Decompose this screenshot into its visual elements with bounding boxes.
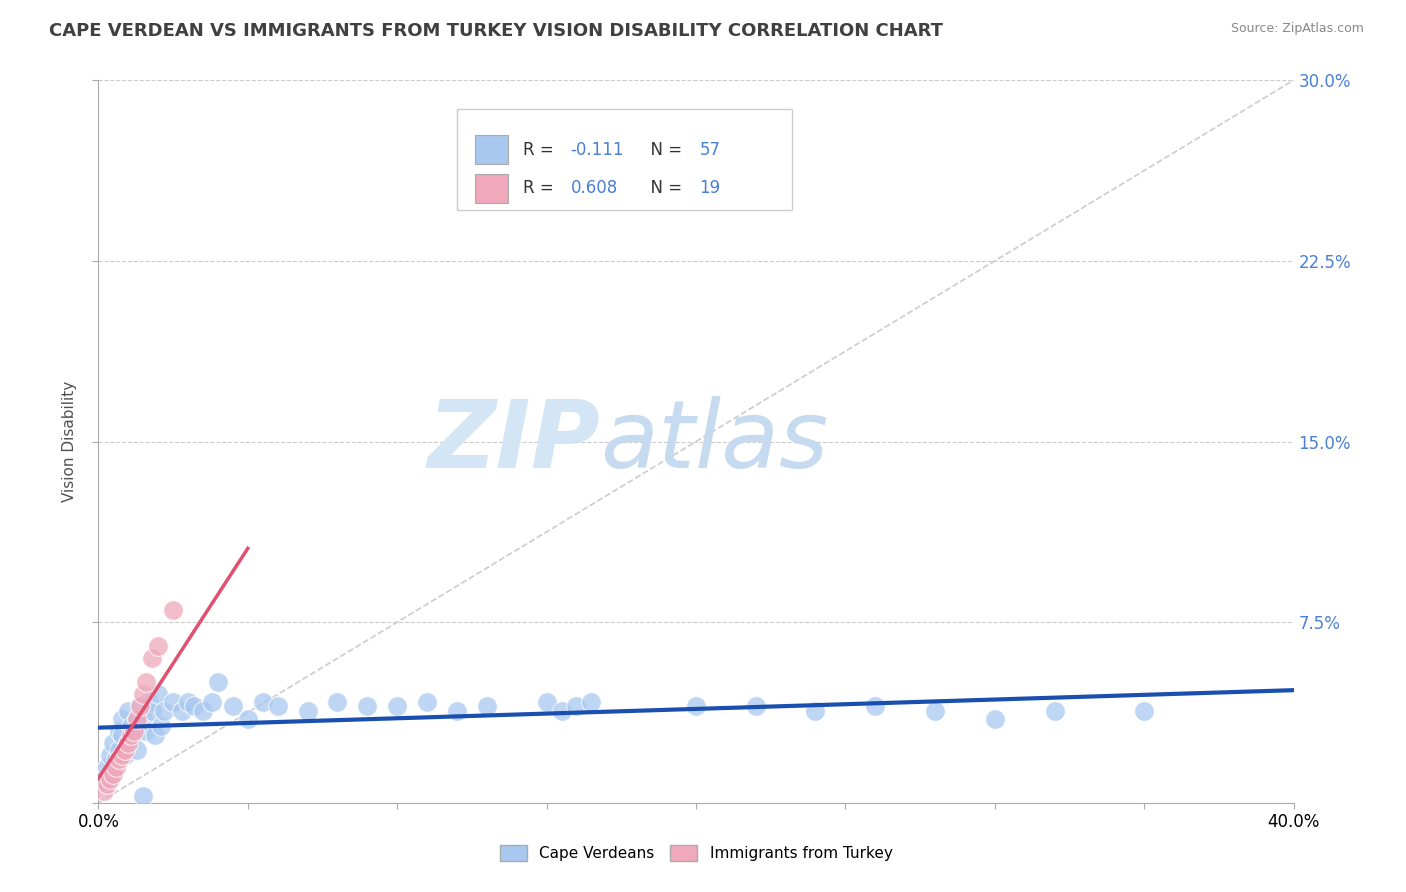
Point bbox=[127, 743, 149, 757]
Point bbox=[416, 695, 439, 709]
Text: atlas: atlas bbox=[600, 396, 828, 487]
Point bbox=[183, 699, 205, 714]
Point bbox=[685, 699, 707, 714]
Point bbox=[201, 695, 224, 709]
Point bbox=[98, 772, 122, 786]
Point bbox=[148, 639, 170, 653]
Point bbox=[96, 776, 118, 790]
Point bbox=[132, 712, 155, 726]
Point bbox=[804, 704, 827, 718]
Point bbox=[132, 789, 155, 803]
Point bbox=[135, 675, 157, 690]
Point bbox=[177, 695, 200, 709]
Point bbox=[385, 699, 409, 714]
Point bbox=[550, 704, 572, 718]
Text: 19: 19 bbox=[700, 179, 721, 197]
Bar bbox=[475, 136, 509, 164]
Point bbox=[114, 747, 136, 762]
Point bbox=[141, 704, 163, 718]
Point bbox=[150, 719, 173, 733]
Point bbox=[138, 695, 160, 709]
Text: -0.111: -0.111 bbox=[571, 141, 624, 159]
Point bbox=[865, 699, 887, 714]
Point bbox=[143, 728, 166, 742]
Point bbox=[117, 735, 139, 749]
Point bbox=[191, 704, 214, 718]
Point bbox=[326, 695, 349, 709]
Point bbox=[108, 752, 131, 766]
Point bbox=[162, 603, 184, 617]
FancyBboxPatch shape bbox=[457, 109, 792, 211]
Point bbox=[120, 719, 142, 733]
Text: CAPE VERDEAN VS IMMIGRANTS FROM TURKEY VISION DISABILITY CORRELATION CHART: CAPE VERDEAN VS IMMIGRANTS FROM TURKEY V… bbox=[49, 22, 943, 40]
Point bbox=[108, 723, 131, 738]
Point bbox=[129, 699, 152, 714]
Point bbox=[117, 704, 139, 718]
Point bbox=[356, 699, 378, 714]
Point bbox=[117, 735, 139, 749]
Text: R =: R = bbox=[523, 179, 558, 197]
Point bbox=[114, 743, 136, 757]
Point bbox=[124, 728, 146, 742]
Point bbox=[536, 695, 558, 709]
Text: Source: ZipAtlas.com: Source: ZipAtlas.com bbox=[1230, 22, 1364, 36]
Point bbox=[1043, 704, 1066, 718]
Point bbox=[127, 712, 149, 726]
Point bbox=[236, 712, 259, 726]
Point bbox=[222, 699, 245, 714]
Point bbox=[105, 752, 128, 766]
Point bbox=[111, 712, 134, 726]
Text: N =: N = bbox=[640, 179, 688, 197]
Point bbox=[132, 687, 155, 701]
Point bbox=[984, 712, 1007, 726]
Point bbox=[565, 699, 588, 714]
Point bbox=[446, 704, 468, 718]
Point bbox=[127, 712, 149, 726]
Bar bbox=[475, 174, 509, 202]
Point bbox=[103, 735, 125, 749]
Point bbox=[93, 772, 115, 786]
Text: 0.608: 0.608 bbox=[571, 179, 617, 197]
Point bbox=[141, 651, 163, 665]
Point bbox=[124, 723, 146, 738]
Point bbox=[252, 695, 274, 709]
Point bbox=[267, 699, 290, 714]
Point bbox=[1133, 704, 1156, 718]
Point bbox=[172, 704, 194, 718]
Point bbox=[98, 747, 122, 762]
Point bbox=[148, 687, 170, 701]
Point bbox=[96, 760, 118, 774]
Point bbox=[506, 145, 529, 160]
Point bbox=[105, 760, 128, 774]
Point bbox=[745, 699, 768, 714]
Point bbox=[93, 784, 115, 798]
Point bbox=[297, 704, 319, 718]
Point bbox=[120, 728, 142, 742]
Text: 57: 57 bbox=[700, 141, 720, 159]
Point bbox=[129, 699, 152, 714]
Point bbox=[207, 675, 229, 690]
Point bbox=[475, 699, 498, 714]
Text: N =: N = bbox=[640, 141, 688, 159]
Text: ZIP: ZIP bbox=[427, 395, 600, 488]
Point bbox=[111, 728, 134, 742]
Point bbox=[103, 767, 125, 781]
Point bbox=[108, 743, 131, 757]
Point bbox=[153, 704, 176, 718]
Point bbox=[162, 695, 184, 709]
Point bbox=[924, 704, 946, 718]
Point bbox=[111, 747, 134, 762]
Legend: Cape Verdeans, Immigrants from Turkey: Cape Verdeans, Immigrants from Turkey bbox=[494, 839, 898, 867]
Y-axis label: Vision Disability: Vision Disability bbox=[62, 381, 77, 502]
Point bbox=[103, 767, 125, 781]
Point bbox=[581, 695, 603, 709]
Point bbox=[135, 723, 157, 738]
Text: R =: R = bbox=[523, 141, 558, 159]
